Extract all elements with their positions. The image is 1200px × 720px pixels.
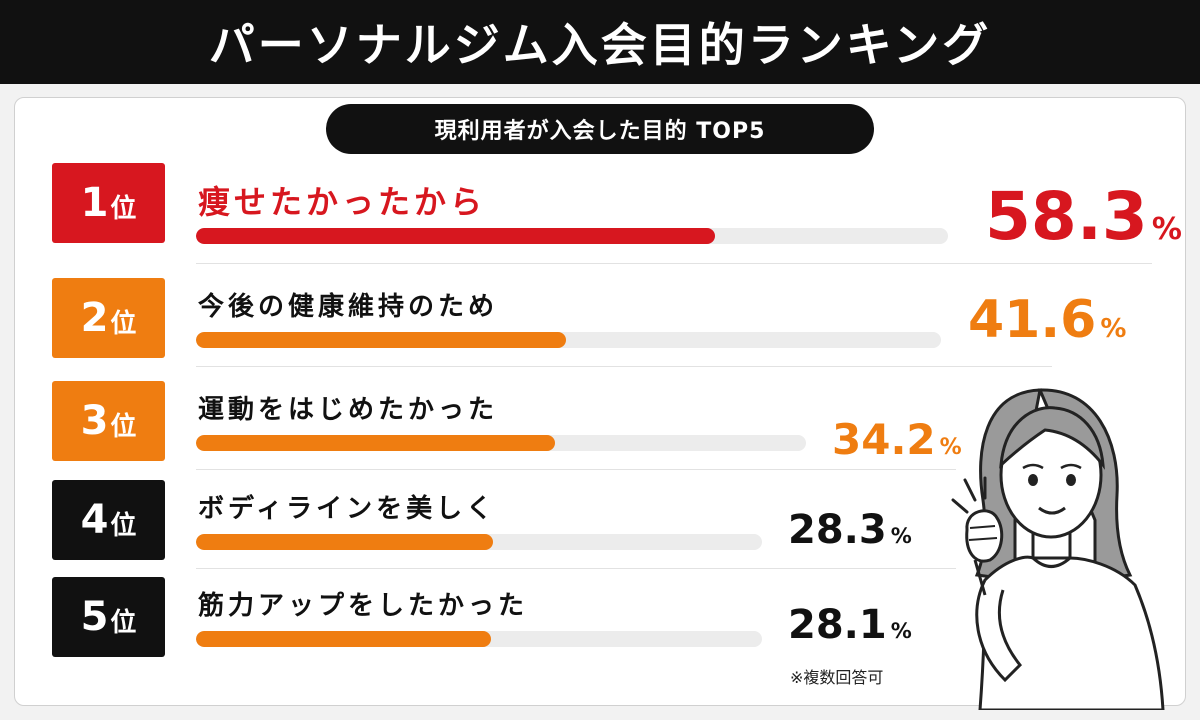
bar-fill (196, 228, 715, 244)
page-title: パーソナルジム入会目的ランキング (208, 18, 992, 72)
bar-track (196, 228, 948, 244)
value-number: 34.2 (832, 415, 936, 464)
category-label: 痩せたかったから (198, 183, 487, 221)
bar-fill (196, 332, 566, 348)
bar-track (196, 435, 806, 451)
rank-number: 5 (80, 594, 109, 640)
bar-track (196, 631, 762, 647)
value-number: 41.6 (968, 290, 1097, 350)
bar-fill (196, 631, 491, 647)
row-divider (196, 469, 956, 470)
row-divider (196, 263, 1152, 264)
value-label: 34.2% (832, 415, 962, 464)
row-divider (196, 366, 1052, 367)
percent-sign: % (890, 619, 912, 643)
percent-sign: % (939, 435, 962, 460)
header-bar: パーソナルジム入会目的ランキング (0, 0, 1200, 84)
value-label: 58.3% (985, 178, 1182, 255)
bar-track (196, 332, 941, 348)
value-number: 58.3 (985, 178, 1148, 255)
value-number: 28.3 (788, 507, 887, 553)
category-label: 筋力アップをしたかった (198, 591, 529, 621)
footnote: ※複数回答可 (790, 668, 884, 687)
category-label: ボディラインを美しく (198, 494, 497, 524)
rank-suffix: 位 (110, 510, 137, 541)
chart-subtitle: 現利用者が入会した目的 TOP5 (326, 104, 874, 154)
value-label: 28.3% (788, 507, 912, 553)
rank-suffix: 位 (110, 411, 137, 442)
category-label: 今後の健康維持のため (198, 292, 499, 322)
percent-sign: % (1151, 212, 1182, 247)
woman-illustration-icon (951, 388, 1165, 710)
value-label: 41.6% (968, 290, 1126, 350)
value-number: 28.1 (788, 602, 887, 648)
rank-suffix: 位 (110, 193, 137, 224)
rank-number: 1 (80, 180, 109, 226)
value-label: 28.1% (788, 602, 912, 648)
bar-track (196, 534, 762, 550)
rank-number: 2 (80, 295, 109, 341)
rank-number: 3 (80, 398, 109, 444)
percent-sign: % (890, 524, 912, 548)
percent-sign: % (1100, 314, 1127, 344)
row-divider (196, 568, 956, 569)
bar-fill (196, 435, 555, 451)
bar-fill (196, 534, 493, 550)
rank-suffix: 位 (110, 308, 137, 339)
rank-number: 4 (80, 497, 109, 543)
rank-suffix: 位 (110, 607, 137, 638)
category-label: 運動をはじめたかった (198, 395, 499, 425)
